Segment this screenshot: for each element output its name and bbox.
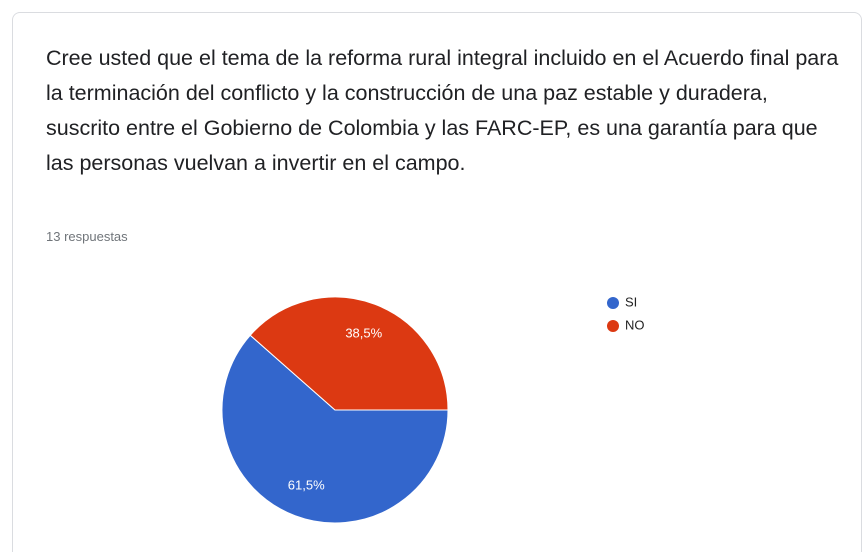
question-card: Cree usted que el tema de la reforma rur… [12, 12, 862, 552]
legend-label: NO [625, 317, 645, 332]
slice-label: 38,5% [345, 325, 382, 340]
slice-label: 61,5% [288, 478, 325, 493]
legend-label: SI [625, 294, 637, 309]
legend-swatch [607, 297, 619, 309]
question-title: Cree usted que el tema de la reforma rur… [46, 46, 839, 175]
response-count: 13 respuestas [46, 229, 128, 244]
pie-slice [249, 296, 449, 411]
legend-swatch [607, 320, 619, 332]
pie-slice [221, 334, 449, 524]
